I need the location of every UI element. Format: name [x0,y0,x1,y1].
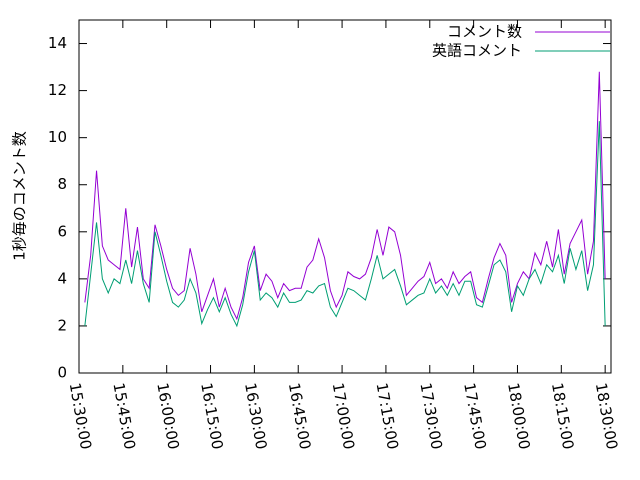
legend-label: コメント数 [447,23,522,41]
y-tick-label: 12 [48,81,67,99]
y-axis-label: 1秒毎のコメント数 [11,131,29,261]
x-tick-label: 18:15:00 [548,381,577,450]
y-tick-label: 2 [57,316,67,334]
x-tick-label: 16:30:00 [241,381,270,450]
y-tick-label: 14 [48,34,67,52]
x-tick-label: 15:45:00 [109,381,138,450]
series-line [84,121,606,328]
x-tick-label: 16:45:00 [285,381,314,450]
y-tick-label: 6 [57,222,67,240]
x-tick-label: 16:00:00 [153,381,182,450]
x-tick-label: 17:45:00 [460,381,489,450]
x-tick-label: 18:00:00 [504,381,533,450]
x-tick-label: 18:30:00 [592,381,621,450]
plot-border [78,19,612,374]
legend-label: 英語コメント [432,42,522,60]
x-tick-label: 17:00:00 [329,381,358,450]
x-tick-label: 16:15:00 [197,381,226,450]
y-tick-label: 0 [57,364,67,382]
x-tick-label: 17:30:00 [416,381,445,450]
y-tick-label: 10 [48,128,67,146]
x-tick-label: 17:15:00 [373,381,402,450]
y-tick-label: 8 [57,175,67,193]
y-tick-label: 4 [57,269,67,287]
series-line [84,71,606,321]
x-tick-label: 15:30:00 [66,381,95,450]
